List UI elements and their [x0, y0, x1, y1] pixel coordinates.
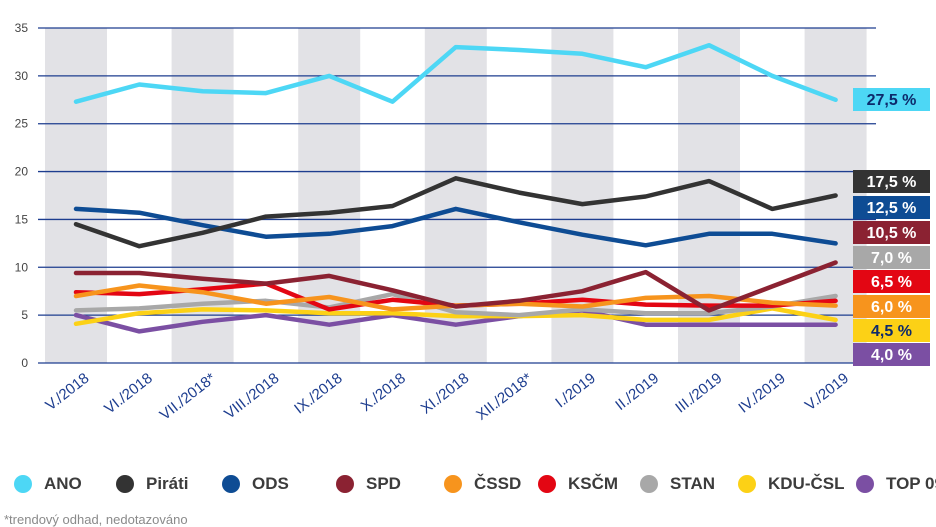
x-tick-label: I./2019	[552, 370, 599, 412]
legend-label: Piráti	[146, 474, 189, 493]
legend-label: TOP 09	[886, 474, 936, 493]
y-tick-label: 20	[15, 165, 29, 179]
legend-item: SPD	[336, 470, 401, 498]
legend: ANO Piráti ODS SPD ČSSD KSČM STAN KDU-ČSL TOP 09	[14, 470, 936, 498]
legend-label: ODS	[252, 474, 289, 493]
end-label-value: 12,5 %	[867, 200, 917, 217]
legend-label: ČSSD	[474, 474, 522, 493]
legend-item: KDU-ČSL	[738, 470, 845, 498]
series-line-Piráti	[73, 176, 838, 249]
x-tick-label: VIII./2018	[221, 370, 282, 423]
end-label-box	[853, 196, 930, 219]
end-label-box	[853, 170, 930, 193]
x-tick-label: V./2019	[802, 370, 852, 414]
legend-item: ANO	[14, 470, 82, 498]
legend-swatch	[738, 475, 756, 493]
series-line-SPD	[73, 260, 838, 313]
end-label-value: 4,5 %	[871, 323, 912, 340]
end-label-value: 6,0 %	[871, 299, 912, 316]
legend-item: Piráti	[116, 470, 189, 498]
y-tick-label: 30	[15, 69, 29, 83]
legend-item: ODS	[222, 470, 289, 498]
legend-item: TOP 09	[856, 470, 936, 498]
legend-item: KSČM	[538, 470, 618, 498]
x-tick-label: III./2019	[672, 370, 725, 417]
end-label-value: 27,5 %	[867, 92, 917, 109]
x-tick-label: IX./2018	[291, 370, 346, 418]
end-label-box	[853, 246, 930, 269]
legend-swatch	[856, 475, 874, 493]
x-tick-label: XI./2018	[418, 370, 473, 418]
y-tick-label: 35	[15, 21, 29, 35]
y-tick-label: 5	[21, 308, 28, 322]
legend-label: STAN	[670, 474, 716, 493]
series-line-ANO	[73, 42, 838, 104]
x-tick-label: V./2018	[42, 370, 92, 414]
legend-label: KSČM	[568, 474, 619, 493]
legend-swatch	[336, 475, 354, 493]
x-tick-label: IV./2019	[735, 370, 788, 417]
y-tick-label: 10	[15, 260, 29, 274]
series-line-STAN	[73, 291, 838, 318]
legend-swatch	[538, 475, 556, 493]
series-line-KDU-ČSL	[73, 306, 838, 327]
x-tick-label: XII./2018*	[473, 370, 536, 424]
end-label-value: 10,5 %	[867, 225, 917, 242]
end-label-box	[853, 343, 930, 366]
legend-label: KDU-ČSL	[768, 474, 845, 493]
end-label-value: 4,0 %	[871, 347, 912, 364]
end-label-value: 6,5 %	[871, 274, 912, 291]
end-label-value: 7,0 %	[871, 250, 912, 267]
y-tick-label: 25	[15, 117, 29, 131]
legend-label: ANO	[44, 474, 82, 493]
legend-item: STAN	[640, 470, 715, 498]
legend-swatch	[222, 475, 240, 493]
end-label-box	[853, 270, 930, 293]
y-tick-label: 15	[15, 212, 29, 226]
end-label-box	[853, 319, 930, 342]
legend-swatch	[116, 475, 134, 493]
end-label-box	[853, 295, 930, 318]
legend-label: SPD	[366, 474, 401, 493]
x-tick-label: II./2019	[612, 370, 662, 414]
column-band	[45, 28, 107, 363]
x-tick-label: X./2018	[358, 370, 409, 415]
end-label-value: 17,5 %	[867, 174, 917, 191]
legend-swatch	[640, 475, 658, 493]
x-tick-label: VII./2018*	[157, 370, 220, 424]
legend-item: ČSSD	[444, 470, 521, 498]
end-label-box	[853, 88, 930, 111]
x-tick-label: VI./2018	[101, 370, 156, 418]
footnote: *trendový odhad, nedotazováno	[4, 512, 188, 527]
legend-swatch	[444, 475, 462, 493]
y-tick-label: 0	[21, 356, 28, 370]
series-line-TOP 09	[73, 308, 838, 334]
series-line-ODS	[73, 206, 838, 248]
end-label-box	[853, 221, 930, 244]
legend-swatch	[14, 475, 32, 493]
